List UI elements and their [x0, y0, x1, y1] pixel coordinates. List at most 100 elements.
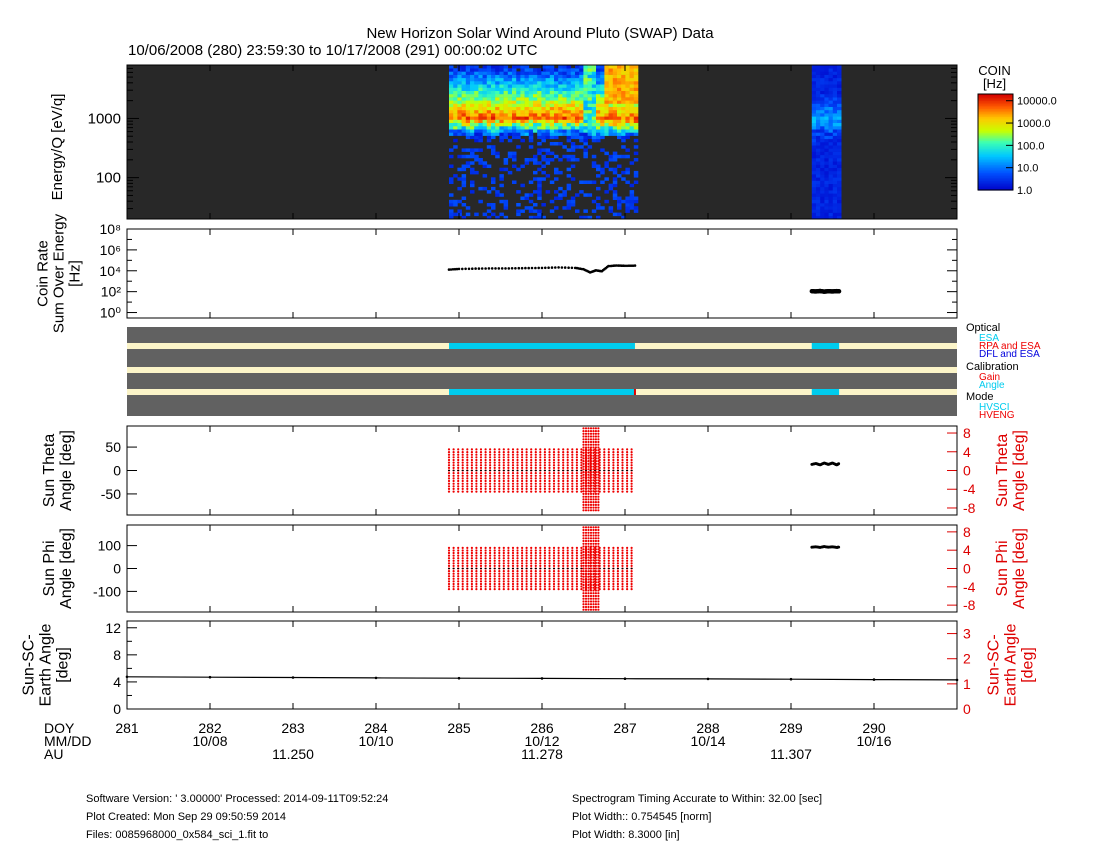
red-point — [566, 479, 569, 483]
spectrogram-cell — [604, 113, 609, 117]
red-spike-point — [584, 487, 588, 490]
red-point — [511, 472, 515, 475]
red-point — [580, 575, 583, 578]
red-point — [530, 580, 533, 583]
red-point — [452, 582, 455, 586]
x-doy-label: 286 — [530, 720, 554, 736]
spectrogram-cell — [625, 116, 630, 120]
red-point — [603, 582, 606, 586]
spectrogram-cell — [549, 81, 555, 85]
spectrogram-cell — [457, 77, 462, 82]
red-point — [489, 557, 492, 560]
colorbar-cell — [978, 110, 1013, 113]
spectrogram-cell — [516, 132, 521, 136]
red-point — [511, 577, 515, 580]
red-point — [630, 557, 633, 560]
red-point — [552, 487, 556, 490]
red-point — [470, 582, 473, 586]
spectrogram-cell — [824, 132, 829, 136]
spectrogram-cell — [604, 161, 609, 165]
spectrogram-cell — [457, 167, 462, 172]
spectrogram-cell — [533, 106, 538, 111]
spectrogram-cell — [537, 68, 542, 72]
red-point — [612, 466, 615, 469]
spectrogram-cell — [533, 203, 538, 207]
red-point — [461, 549, 464, 552]
red-point — [507, 448, 510, 451]
red-point — [557, 588, 560, 591]
spectrogram-cell — [579, 113, 584, 117]
red-point — [621, 559, 624, 562]
colorbar-cell — [978, 105, 1013, 108]
red-point — [575, 575, 579, 578]
red-point — [548, 564, 551, 568]
red-point — [621, 456, 624, 459]
spectrogram-cell — [570, 203, 576, 207]
red-point — [616, 474, 620, 477]
red-spike-point — [589, 471, 593, 474]
spectrogram-cell — [537, 87, 542, 91]
red-spike-point — [582, 476, 585, 479]
spectrogram-cell — [837, 215, 842, 220]
spectrogram-cell — [478, 84, 483, 88]
red-spike-point — [592, 603, 595, 606]
spectrogram-cell — [503, 100, 509, 104]
spectrogram-cell — [554, 154, 559, 159]
spectrogram-cell — [520, 122, 525, 127]
spectrogram-cell — [470, 148, 475, 152]
spectrogram-cell — [596, 84, 601, 88]
red-point — [447, 559, 451, 562]
spectrogram-cell — [470, 97, 475, 101]
red-point — [466, 458, 469, 462]
red-spike-point — [584, 432, 588, 435]
red-point — [575, 451, 579, 454]
spectrogram-cell — [465, 126, 471, 130]
spectrogram-cell — [512, 71, 517, 75]
spectrogram-cell — [575, 145, 580, 149]
spectrogram-cell — [587, 103, 593, 107]
spectrogram-cell — [629, 81, 635, 85]
spectrogram-cell — [824, 97, 829, 101]
red-point — [470, 451, 473, 454]
red-point — [489, 575, 492, 578]
spectrogram-cell — [837, 199, 842, 204]
red-point — [552, 564, 556, 568]
red-point — [575, 453, 579, 456]
spectrogram-cell — [828, 206, 834, 210]
red-spike-point — [584, 443, 588, 446]
red-spike-point — [584, 553, 588, 556]
red-point — [612, 582, 615, 586]
spectrogram-cell — [583, 142, 588, 146]
spectrogram-cell — [575, 193, 580, 197]
spectrogram-cell — [820, 142, 825, 146]
spectrogram-cell — [600, 84, 605, 88]
spectrogram-cell — [503, 74, 509, 79]
red-point — [511, 487, 515, 490]
red-spike-point — [592, 545, 595, 548]
spectrogram-cell — [570, 158, 576, 162]
red-point — [575, 559, 579, 562]
red-point — [626, 580, 629, 583]
red-spike-point — [584, 503, 588, 506]
red-point — [521, 461, 524, 464]
red-point — [571, 477, 574, 480]
spectrogram-cell — [558, 119, 563, 123]
spectrogram-cell — [629, 68, 635, 72]
spectrogram-cell — [528, 93, 534, 98]
spectrogram-cell — [482, 93, 488, 98]
spectrogram-cell — [579, 77, 584, 82]
red-point — [511, 588, 515, 591]
red-spike-point — [587, 526, 590, 529]
spectrogram-cell — [495, 151, 500, 156]
red-point — [502, 580, 505, 583]
spectrogram-cell — [811, 74, 817, 79]
red-point — [470, 549, 473, 552]
spectrogram-cell — [820, 135, 825, 140]
red-point — [552, 448, 556, 451]
red-point — [626, 570, 629, 573]
spectrogram-cell — [612, 122, 618, 127]
red-point — [530, 557, 533, 560]
spectrogram-cell — [482, 87, 488, 91]
